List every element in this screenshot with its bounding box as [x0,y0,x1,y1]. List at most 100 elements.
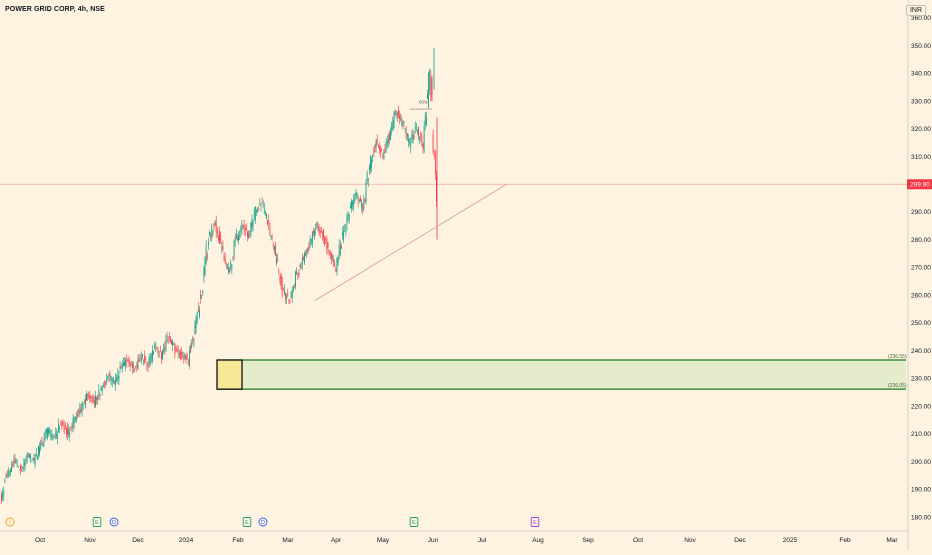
order-block-box [216,359,243,390]
candle-body [163,347,165,352]
currency-label[interactable]: INR [905,5,926,16]
candle-body [239,234,241,237]
candle-body [251,219,253,229]
candle-body [146,363,148,365]
candle-body [300,264,302,268]
current-price-label: 299.90 [910,182,930,189]
candle-body [153,351,154,354]
candle-body [311,231,313,243]
candle-body [204,257,206,276]
x-tick-label: Dec [132,537,144,544]
candle-body [158,354,160,356]
candle-body [436,176,437,202]
trendline [314,183,508,301]
candle-body [197,307,199,312]
candle-body [24,462,26,466]
candle-body [115,378,116,386]
candle-body [238,235,239,241]
zone-upper-label: (236.55) [888,354,907,360]
candle-body [432,133,434,153]
candle-body [26,453,28,458]
candle-body [231,264,233,270]
candle-body [428,73,430,108]
candle-body [345,229,347,234]
candle-body [215,219,217,233]
candle-body [280,274,282,287]
candle-body [314,230,315,236]
candle-body [23,458,25,469]
candle-body [147,364,149,367]
candle-body [386,140,388,146]
candle-body [201,297,203,299]
event-marker-d-icon [258,517,268,527]
candle-body [253,209,255,221]
candle-body [71,425,73,428]
candle-body [53,435,55,437]
candle-body [379,146,380,150]
candle-body [414,126,416,130]
candle-body [232,257,234,259]
candle-body [72,417,74,429]
candle-body [402,121,404,124]
candle-body [184,355,186,357]
candle-body [328,250,330,252]
candle-body [406,133,408,137]
candle-body [104,381,105,383]
y-tick-label: 350.00 [911,43,931,50]
candle-body [15,460,17,463]
x-tick-label: Feb [839,537,851,544]
candle-body [284,290,285,295]
candle-body [133,365,134,368]
candle-body [3,489,5,497]
candle-body [229,269,231,272]
candle-body [10,468,11,473]
candle-body [353,198,355,207]
candle-body [88,394,90,399]
candle-body [347,214,349,216]
candle-body [365,182,367,202]
candle-body [211,226,213,237]
candle-body [290,291,292,297]
candle-body [157,351,159,354]
x-tick-label: Mar [886,537,898,544]
candle-body [62,422,64,425]
candle-body [83,401,85,403]
candle-body [7,470,9,477]
candle-body [337,258,339,263]
zone-lower-label: (226.05) [888,383,907,389]
candle-body [131,363,133,369]
candle-body [173,344,175,346]
candle-body [48,429,49,434]
candle-body [306,248,308,255]
candle-body [249,231,251,233]
candle-body [348,214,350,221]
candle-body [161,352,162,360]
candle-body [193,338,195,346]
candle-body [126,359,128,363]
x-tick-label: Oct [633,537,643,544]
candle-body [346,215,348,224]
candle-body [292,285,294,291]
candle-body [308,244,310,250]
candle-body [219,230,220,244]
candle-body [178,354,180,356]
candle-body [349,206,351,209]
candle-body [70,427,72,428]
x-tick-label: Mar [282,537,294,544]
candle-body [67,428,68,435]
candle-body [294,286,295,288]
candle-body [357,199,359,201]
candle-body [54,433,56,438]
y-tick-label: 190.00 [911,487,931,494]
candle-body [351,201,352,209]
candle-body [257,210,258,212]
candle-body [368,166,370,171]
candle-body [183,354,185,361]
candle-body [269,227,271,235]
candle-body [421,136,423,146]
candle-body [118,376,120,380]
candle-body [35,453,37,456]
candle-body [98,389,100,396]
x-tick-label: Aug [532,537,544,544]
